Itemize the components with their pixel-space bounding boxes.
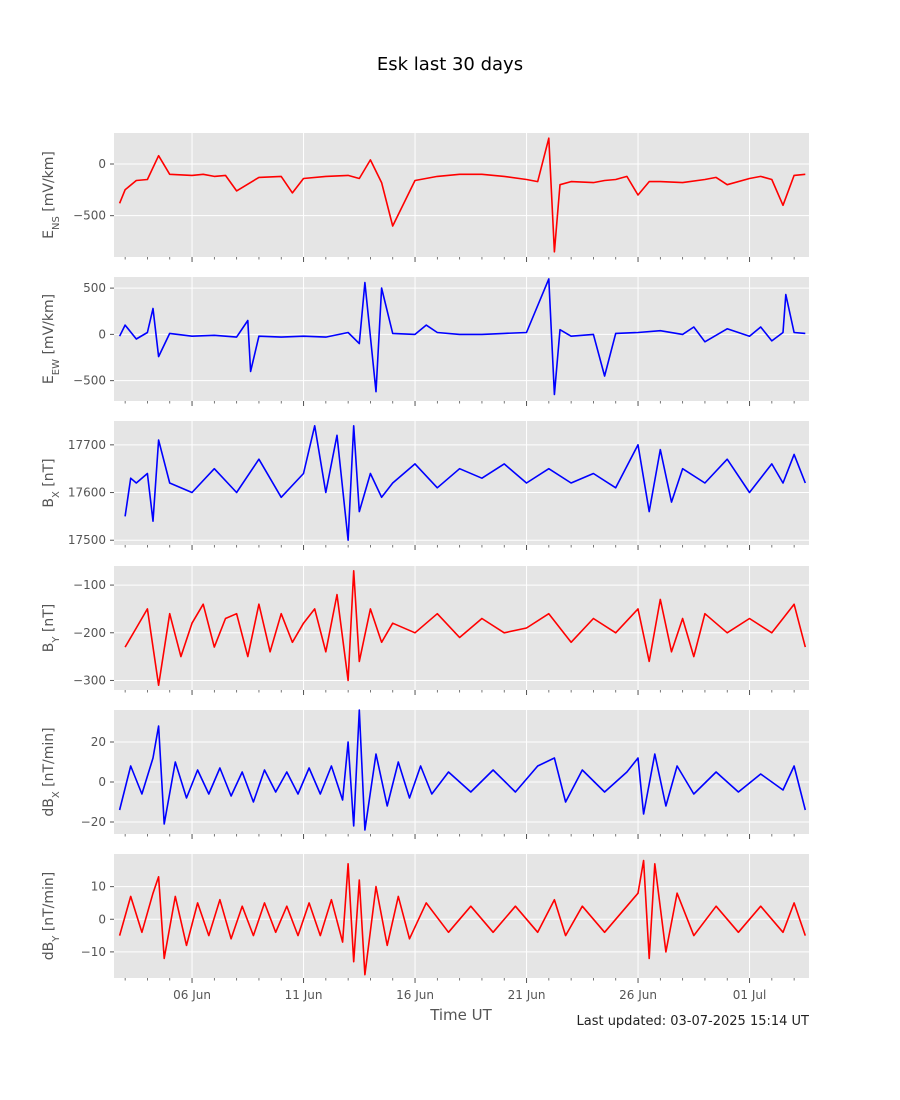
y-axis-label: EEW [mV/km] [41, 294, 62, 384]
y-tick-label: −300 [73, 673, 106, 687]
panel-6: 10 0 −10 dBY [nT/min] [41, 854, 809, 983]
series-line-2 [118, 278, 806, 396]
x-tick-label: 16 Jun [396, 988, 434, 1002]
last-updated-footer: Last updated: 03-07-2025 15:14 UT [576, 1014, 809, 1029]
x-axis-label: Time UT [429, 1006, 492, 1024]
y-tick-label: 20 [91, 735, 106, 749]
y-axis-label: ENS [mV/km] [41, 151, 62, 239]
panel-2: 500 0 −500 EEW [mV/km] [41, 277, 809, 406]
y-tick-label: 17500 [68, 533, 106, 547]
y-axis-label-main: E [41, 375, 57, 384]
y-axis-label-subscript: Y [51, 935, 62, 943]
y-tick-label: −100 [73, 578, 106, 592]
y-axis-label-unit: [nT] [41, 458, 57, 491]
y-axis-label-main: E [41, 230, 57, 239]
x-tick-label: 26 Jun [619, 988, 657, 1002]
plot-area [114, 133, 809, 257]
y-axis-label: BX [nT] [41, 458, 62, 507]
panel-4: −100 −200 −300 BY [nT] [41, 566, 809, 695]
series-line-5 [118, 709, 807, 831]
y-axis-label-subscript: X [51, 791, 62, 798]
y-tick-label: 0 [98, 327, 106, 341]
y-axis-label-subscript: EW [51, 359, 62, 375]
series-line-3 [124, 424, 807, 542]
y-tick-label: 500 [83, 281, 106, 295]
x-tick-label: 21 Jun [508, 988, 546, 1002]
y-tick-label: 17600 [68, 486, 106, 500]
chart-title: Esk last 30 days [377, 54, 523, 75]
y-tick-label: 17700 [68, 438, 106, 452]
y-axis-label-unit: [nT/min] [41, 727, 57, 791]
y-tick-label: −500 [73, 209, 106, 223]
panel-1: 0 −500 ENS [mV/km] [41, 133, 809, 262]
y-axis-label-main: dB [41, 798, 57, 817]
y-axis-label: dBY [nT/min] [41, 872, 62, 961]
plot-area [114, 566, 809, 690]
y-axis-label-subscript: X [51, 491, 62, 498]
y-tick-label: 0 [98, 775, 106, 789]
x-axis: 06 Jun 11 Jun 16 Jun 21 Jun 26 Jun 01 Jul [173, 988, 766, 1002]
y-tick-label: 0 [98, 157, 106, 171]
y-axis-label-unit: [mV/km] [41, 294, 57, 359]
y-tick-label: −200 [73, 626, 106, 640]
series-line-4 [124, 569, 807, 687]
y-axis-label: dBX [nT/min] [41, 727, 62, 816]
y-axis-label-main: B [41, 498, 57, 508]
series-line-6 [118, 859, 807, 976]
y-tick-label: −10 [81, 945, 106, 959]
panel-3: 17700 17600 17500 BX [nT] [41, 421, 809, 550]
x-tick-label: 06 Jun [173, 988, 211, 1002]
y-tick-label: 0 [98, 912, 106, 926]
y-axis-label-subscript: NS [51, 216, 62, 230]
panel-5: 20 0 −20 dBX [nT/min] [41, 709, 809, 839]
y-axis-label: BY [nT] [41, 604, 62, 653]
y-tick-label: 10 [91, 880, 106, 894]
y-tick-label: −500 [73, 374, 106, 388]
y-axis-label-main: B [41, 643, 57, 653]
y-axis-label-main: dB [41, 942, 57, 961]
y-axis-label-unit: [mV/km] [41, 151, 57, 216]
x-tick-label: 11 Jun [285, 988, 323, 1002]
y-axis-label-unit: [nT/min] [41, 872, 57, 936]
series-line-1 [118, 137, 806, 253]
plot-area [114, 710, 809, 834]
y-axis-label-unit: [nT] [41, 604, 57, 637]
plot-area [114, 277, 809, 401]
x-tick-label: 01 Jul [733, 988, 767, 1002]
y-axis-label-subscript: Y [51, 636, 62, 644]
plot-area [114, 421, 809, 545]
y-tick-label: −20 [81, 815, 106, 829]
